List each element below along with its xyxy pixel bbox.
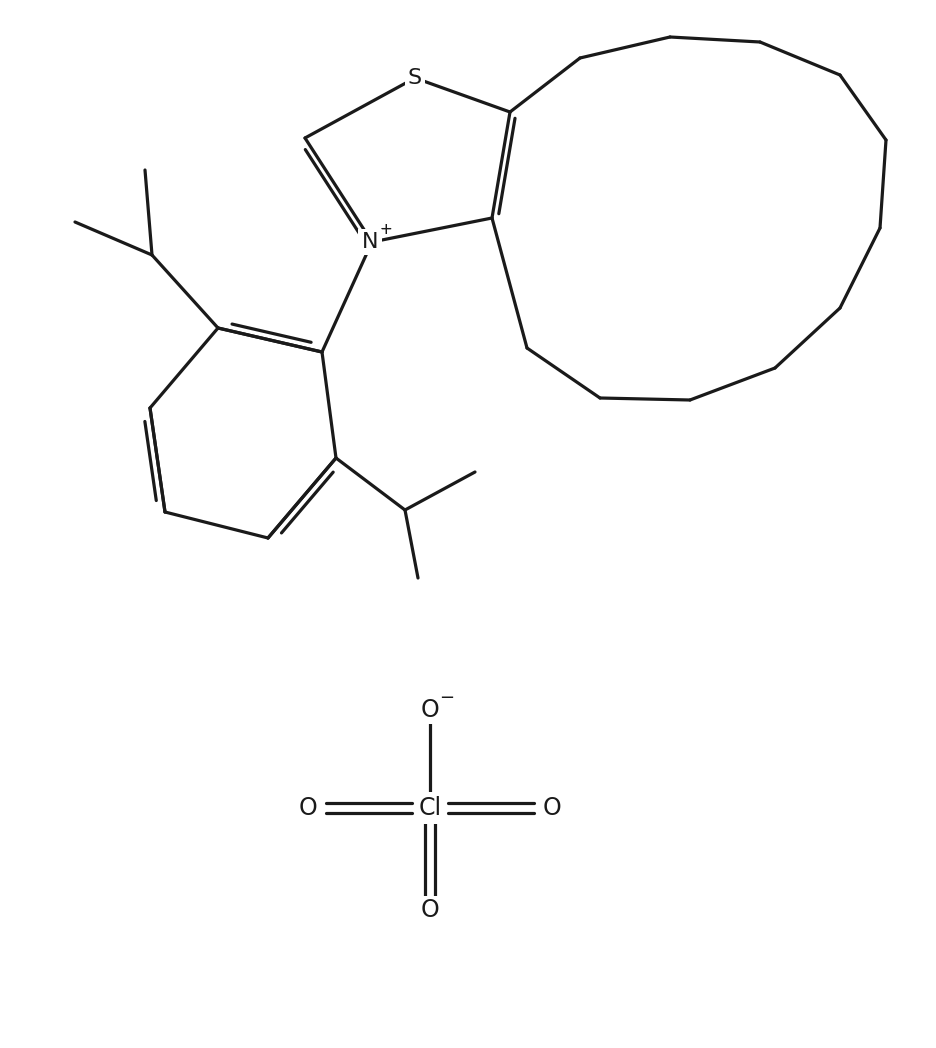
Text: O: O: [420, 898, 439, 922]
Text: N: N: [361, 232, 378, 252]
Text: −: −: [439, 689, 455, 707]
Text: +: +: [380, 222, 392, 238]
Text: O: O: [420, 698, 439, 722]
Text: N: N: [361, 232, 378, 252]
Text: S: S: [408, 68, 422, 88]
Text: +: +: [380, 222, 392, 238]
Text: S: S: [408, 68, 422, 88]
Text: Cl: Cl: [418, 796, 442, 820]
Text: O: O: [299, 796, 317, 820]
Text: O: O: [543, 796, 562, 820]
